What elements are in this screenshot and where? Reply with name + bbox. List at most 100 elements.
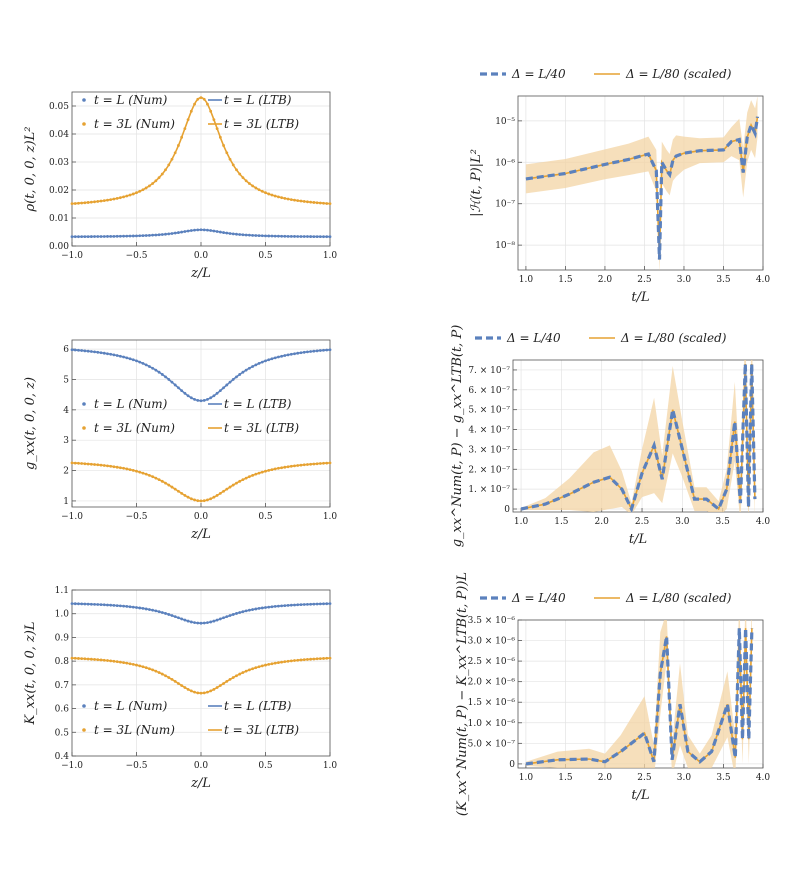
num-point — [122, 195, 125, 199]
num-point — [254, 472, 258, 476]
num-point — [264, 469, 267, 473]
num-point — [206, 102, 209, 106]
num-point — [212, 229, 216, 233]
x-tick-label: −0.5 — [126, 761, 148, 771]
y-axis-label: (K_xx^Num(t, P) − K_xx^LTB(t, P))L — [455, 572, 470, 816]
y-tick-label: 10⁻⁶ — [495, 158, 515, 168]
num-point — [270, 468, 274, 472]
num-point — [273, 194, 277, 198]
num-point — [267, 662, 271, 666]
num-point — [144, 472, 148, 476]
x-tick-label: −0.5 — [126, 251, 148, 261]
y-tick-label: 0.01 — [49, 214, 69, 224]
num-point — [131, 468, 135, 472]
num-point — [235, 232, 238, 236]
num-point — [144, 186, 148, 190]
num-point — [199, 228, 203, 232]
x-tick-label: 1.0 — [323, 512, 338, 522]
num-point — [244, 368, 248, 372]
num-point — [247, 608, 251, 612]
num-point — [125, 234, 129, 238]
num-point — [322, 657, 325, 660]
num-point — [273, 661, 277, 665]
num-point — [164, 168, 167, 172]
num-point — [196, 228, 200, 232]
legend-marker — [82, 122, 86, 126]
num-point — [309, 657, 313, 661]
num-point — [115, 660, 119, 664]
num-point — [247, 366, 251, 370]
num-point — [167, 483, 171, 487]
x-tick-label: 0.0 — [194, 251, 209, 261]
num-point — [70, 461, 74, 465]
x-tick-label: 3.5 — [716, 773, 731, 783]
num-point — [151, 366, 155, 370]
num-point — [241, 370, 245, 374]
num-point — [306, 235, 309, 238]
num-point — [251, 184, 255, 188]
num-point — [118, 660, 122, 664]
num-point — [170, 485, 174, 489]
num-point — [306, 658, 309, 661]
num-point — [286, 353, 290, 357]
num-point — [131, 662, 135, 666]
legend-label: Δ = L/40 — [511, 591, 566, 605]
num-point — [260, 606, 264, 610]
y-tick-label: 1.1 — [55, 586, 69, 596]
y-tick-label: 1.0 × 10⁻⁶ — [468, 719, 516, 729]
num-point — [135, 234, 138, 238]
num-point — [141, 471, 145, 475]
num-point — [315, 235, 319, 239]
num-point — [235, 168, 238, 172]
num-point — [270, 234, 274, 238]
num-point — [225, 615, 229, 619]
x-tick-label: 2.5 — [635, 517, 650, 527]
num-point — [228, 157, 232, 161]
plot-frame — [517, 95, 764, 271]
num-point — [99, 463, 103, 467]
y-tick-label: 0.8 — [55, 657, 70, 667]
num-point — [283, 234, 287, 238]
y-tick-label: 10⁻⁵ — [495, 117, 515, 127]
num-point — [180, 135, 184, 139]
num-point — [315, 462, 319, 466]
num-point — [99, 199, 103, 203]
num-point — [315, 201, 319, 205]
num-point — [115, 234, 119, 238]
num-point — [277, 661, 280, 665]
y-tick-label: 5. × 10⁻⁷ — [468, 406, 510, 416]
num-point — [318, 235, 322, 239]
series-line-delta-40 — [525, 628, 754, 766]
x-tick-label: 1.5 — [558, 773, 573, 783]
num-point — [189, 109, 193, 113]
legend-label: t = L (LTB) — [224, 93, 292, 107]
num-point — [296, 199, 300, 202]
num-point — [247, 182, 251, 185]
num-point — [189, 229, 193, 232]
num-point — [80, 235, 84, 239]
num-point — [209, 396, 213, 400]
num-point — [102, 658, 106, 662]
num-point — [144, 607, 148, 611]
num-point — [118, 604, 122, 608]
num-point — [141, 665, 145, 669]
num-point — [267, 358, 271, 362]
y-axis-label: |ℋ(t, P)|L² — [469, 149, 484, 217]
legend-label: t = L (Num) — [94, 397, 168, 411]
num-point — [283, 196, 287, 200]
num-point — [199, 399, 203, 403]
num-point — [73, 602, 77, 606]
num-point — [257, 188, 261, 192]
y-tick-label: 2 — [63, 467, 69, 477]
num-point — [102, 235, 106, 238]
num-point — [235, 674, 238, 678]
legend-label: t = L (LTB) — [224, 699, 292, 713]
num-point — [309, 235, 313, 238]
num-point — [325, 202, 329, 205]
num-point — [131, 605, 135, 609]
num-point — [247, 668, 251, 672]
num-point — [89, 350, 93, 353]
num-point — [173, 383, 177, 387]
num-point — [138, 664, 142, 668]
num-point — [251, 233, 255, 237]
